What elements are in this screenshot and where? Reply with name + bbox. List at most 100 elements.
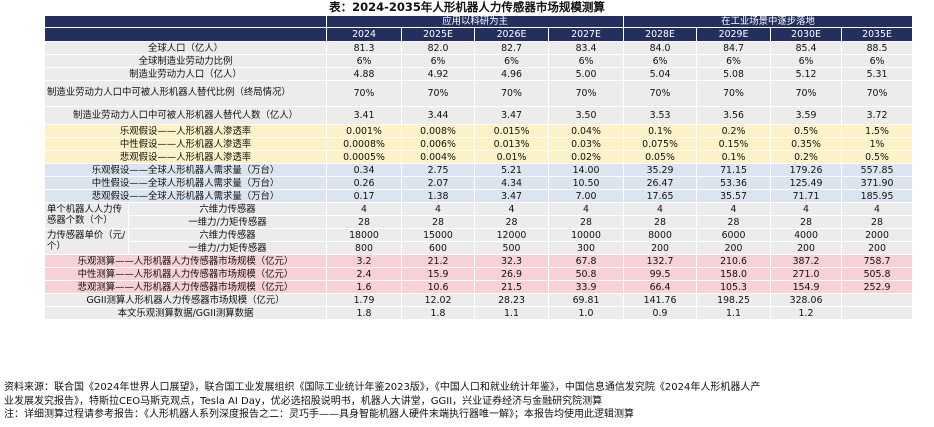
row-label: 一维力/力矩传感器	[128, 241, 327, 255]
row-label: 中性假设——全球人形机器人需求量（万台）	[44, 176, 327, 190]
value-cell: 81.3	[326, 41, 402, 55]
value-cell: 5.04	[623, 67, 698, 81]
value-cell: 70%	[770, 80, 843, 107]
table-row: 制造业劳动力人口中可被人形机器人替代人数（亿人） 3.41 3.44 3.47 3.50…	[44, 106, 914, 125]
value-cell: 3.72	[841, 106, 914, 125]
value-cell: 67.8	[547, 254, 625, 268]
value-cell: 35.57	[696, 189, 772, 203]
value-cell: 5.31	[841, 67, 914, 81]
value-cell: 1.8	[401, 306, 475, 320]
value-cell: 5.21	[474, 163, 549, 177]
value-cell: 15000	[401, 228, 475, 242]
value-cell: 26.9	[474, 267, 549, 281]
group-label: 力传感器单价（元/个）	[44, 228, 129, 255]
value-cell: 2.4	[326, 267, 402, 281]
value-cell: 0.008%	[401, 124, 475, 138]
year-header: 2027E	[547, 27, 625, 42]
value-cell: 0.04%	[547, 124, 625, 138]
value-cell: 28	[401, 215, 475, 229]
note-line: 业发展发究报告》，特斯拉CEO马斯克观点，Tesla AI Day，优必选招股说…	[4, 395, 603, 407]
value-cell: 0.015%	[474, 124, 549, 138]
value-cell: 1.38	[401, 189, 475, 203]
table-row: 中性假设——人形机器人渗透率 0.0008% 0.006% 0.013% 0.03% 0.…	[44, 137, 914, 151]
value-cell: 1.1	[696, 306, 772, 320]
value-cell: 99.5	[623, 267, 698, 281]
table-row: 一维力/力矩传感器 800 600 500 300 200 200 200 200	[45, 241, 914, 255]
header-group-row: 应用以科研为主 在工业场景中逐步落地	[44, 15, 914, 28]
value-cell: 4	[770, 202, 843, 216]
value-cell: 4	[547, 202, 625, 216]
value-cell: 0.1%	[623, 124, 698, 138]
value-cell	[841, 306, 914, 320]
value-cell: 82.7	[474, 41, 549, 55]
value-cell: 12000	[474, 228, 549, 242]
value-cell: 0.075%	[623, 137, 698, 151]
value-cell: 10.6	[401, 280, 475, 294]
value-cell: 28	[841, 215, 914, 229]
table-row: 制造业劳动力人口（亿人） 4.88 4.92 4.96 5.00 5.04 5.08 5.12…	[44, 67, 914, 81]
year-header: 2025E	[401, 27, 475, 42]
value-cell: 0.01%	[474, 150, 549, 164]
value-cell: 0.1%	[696, 150, 772, 164]
group-label: 单个机器人人力传感器个数（个）	[44, 202, 129, 229]
value-cell: 4	[474, 202, 549, 216]
value-cell: 33.9	[547, 280, 625, 294]
value-cell: 12.02	[401, 293, 475, 307]
value-cell: 185.95	[841, 189, 914, 203]
value-cell: 4	[326, 202, 402, 216]
value-cell: 6%	[474, 54, 549, 68]
value-cell: 3.59	[770, 106, 843, 125]
value-cell: 28	[326, 215, 402, 229]
row-label: 制造业劳动力人口中可被人形机器人替代比例（终局情况）	[44, 80, 327, 107]
value-cell: 2.75	[401, 163, 475, 177]
value-cell: 132.7	[623, 254, 698, 268]
year-header: 2035E	[841, 27, 914, 42]
row-label: 六维力传感器	[128, 228, 327, 242]
value-cell: 0.15%	[696, 137, 772, 151]
table-row: 本文乐观测算数据/GGII测算数据 1.8 1.8 1.1 1.0 0.9 1.1 1.2	[44, 306, 914, 320]
value-cell: 84.7	[696, 41, 772, 55]
value-cell: 28	[623, 215, 698, 229]
value-cell: 70%	[623, 80, 698, 107]
value-cell: 141.76	[623, 293, 698, 307]
row-label: 悲观测算——人形机器人力传感器市场规模（亿元）	[44, 280, 327, 294]
value-cell: 1.5%	[841, 124, 914, 138]
value-cell: 0.5%	[841, 150, 914, 164]
value-cell: 800	[326, 241, 402, 255]
value-cell: 0.17	[326, 189, 402, 203]
value-cell: 758.7	[841, 254, 914, 268]
value-cell: 200	[696, 241, 772, 255]
row-label: 中性假设——人形机器人渗透率	[44, 137, 327, 151]
value-cell: 198.25	[696, 293, 772, 307]
row-label: GGII测算人形机器人力传感器市场规模（亿元）	[44, 293, 327, 307]
value-cell: 3.2	[326, 254, 402, 268]
row-label: 全球制造业劳动力比例	[44, 54, 327, 68]
value-cell: 0.2%	[696, 124, 772, 138]
value-cell: 154.9	[770, 280, 843, 294]
value-cell: 158.0	[696, 267, 772, 281]
value-cell: 70%	[841, 80, 914, 107]
value-cell: 26.47	[623, 176, 698, 190]
value-cell: 82.0	[401, 41, 475, 55]
value-cell: 0.26	[326, 176, 402, 190]
value-cell: 1.79	[326, 293, 402, 307]
value-cell: 4.92	[401, 67, 475, 81]
value-cell: 6%	[401, 54, 475, 68]
value-cell: 83.4	[547, 41, 625, 55]
value-cell: 4.88	[326, 67, 402, 81]
year-header: 2029E	[696, 27, 772, 42]
value-cell: 10000	[547, 228, 625, 242]
value-cell: 6%	[326, 54, 402, 68]
value-cell: 200	[841, 241, 914, 255]
value-cell: 6%	[547, 54, 625, 68]
value-cell: 88.5	[841, 41, 914, 55]
value-cell: 28	[474, 215, 549, 229]
value-cell: 70%	[474, 80, 549, 107]
row-label: 制造业劳动力人口（亿人）	[44, 67, 327, 81]
value-cell: 7.00	[547, 189, 625, 203]
source-notes: 资料来源：联合国《2024年世界人口展望》，联合国工业发展组织《国际工业统计年鉴…	[4, 381, 930, 422]
table-row: 制造业劳动力人口中可被人形机器人替代比例（终局情况） 70% 70% 70% 70% 70…	[44, 80, 914, 107]
table-row: 悲观测算——人形机器人力传感器市场规模（亿元） 1.6 10.6 21.5 33.9 66…	[44, 280, 914, 294]
value-cell: 17.65	[623, 189, 698, 203]
row-label: 悲观假设——人形机器人渗透率	[44, 150, 327, 164]
